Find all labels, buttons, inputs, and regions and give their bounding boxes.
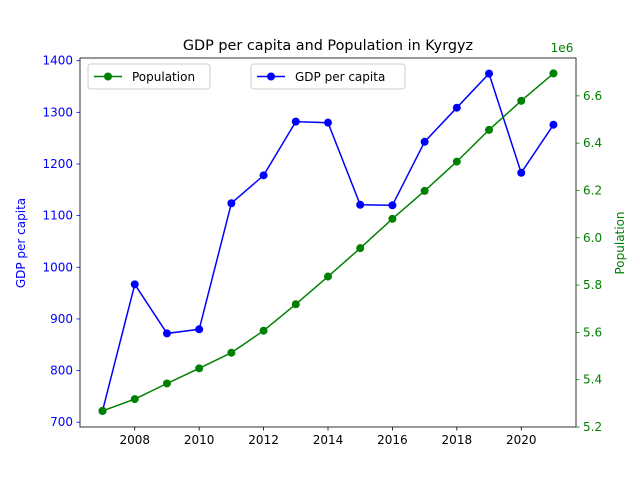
x-tick-label: 2010	[184, 433, 215, 447]
population-point	[549, 69, 558, 78]
population-point	[291, 300, 300, 309]
legend-label: Population	[132, 70, 195, 84]
chart-title: GDP per capita and Population in Kyrgyz	[183, 38, 473, 54]
left-y-tick-label: 800	[50, 364, 73, 378]
gdp-point	[130, 280, 139, 289]
gdp-point	[388, 201, 397, 210]
gdp-point	[517, 168, 526, 177]
left-y-tick-label: 1100	[42, 209, 73, 223]
gdp-point	[420, 137, 429, 146]
gdp-point	[291, 117, 300, 126]
x-tick-label: 2018	[442, 433, 473, 447]
population-point	[420, 186, 429, 195]
gdp-point	[195, 325, 204, 334]
left-axis-label-group: GDP per capita	[14, 198, 28, 288]
right-axis-offset-text: 1e6	[551, 41, 574, 55]
gdp-point	[549, 120, 558, 129]
legend-population: Population	[87, 63, 211, 90]
population-point	[485, 125, 494, 134]
gdp-point	[162, 329, 171, 338]
right-y-tick-label: 6.0	[583, 231, 602, 245]
gdp-point	[324, 118, 332, 127]
legend-gdp: GDP per capita	[250, 63, 406, 90]
population-point	[195, 364, 204, 373]
population-point	[227, 348, 236, 357]
left-y-tick-label: 900	[50, 312, 73, 326]
left-y-tick-label: 1400	[42, 54, 73, 68]
legend-box	[87, 63, 211, 90]
right-y-tick-label: 5.6	[583, 325, 602, 339]
right-y-tick-label: 5.8	[583, 278, 602, 292]
population-point	[517, 96, 526, 105]
right-y-tick-label: 6.6	[583, 89, 602, 103]
gdp-point	[452, 103, 461, 112]
population-point	[388, 214, 397, 223]
legend-box	[250, 63, 406, 90]
left-y-tick-label: 1200	[42, 157, 73, 171]
legend-marker	[267, 72, 275, 81]
right-y-tick-label: 6.4	[583, 136, 602, 150]
left-y-tick-label: 1300	[42, 105, 73, 119]
population-point	[452, 157, 461, 166]
left-y-tick-label: 700	[50, 415, 73, 429]
x-tick-label: 2016	[377, 433, 408, 447]
right-y-tick-label: 5.4	[583, 373, 602, 387]
gdp-point	[356, 200, 365, 209]
right-y-tick-label: 5.2	[583, 420, 602, 434]
population-point	[162, 379, 171, 388]
x-tick-label: 2008	[119, 433, 150, 447]
right-axis-label: Population	[613, 211, 627, 274]
left-y-tick-label: 1000	[42, 260, 73, 274]
population-point	[98, 406, 107, 415]
x-tick-label: 2014	[313, 433, 344, 447]
population-point	[259, 326, 268, 335]
right-axis-label-group: Population	[613, 211, 627, 274]
x-tick-label: 2020	[506, 433, 537, 447]
legend-marker	[104, 72, 112, 81]
right-y-tick-label: 6.2	[583, 183, 602, 197]
x-tick-label: 2012	[248, 433, 279, 447]
gdp-point	[259, 171, 268, 180]
population-point	[130, 395, 139, 404]
left-axis-label: GDP per capita	[14, 198, 28, 288]
population-point	[356, 244, 365, 253]
legend-label: GDP per capita	[295, 70, 385, 84]
gdp-point	[485, 69, 494, 78]
population-point	[324, 272, 332, 281]
gdp-point	[227, 199, 236, 208]
